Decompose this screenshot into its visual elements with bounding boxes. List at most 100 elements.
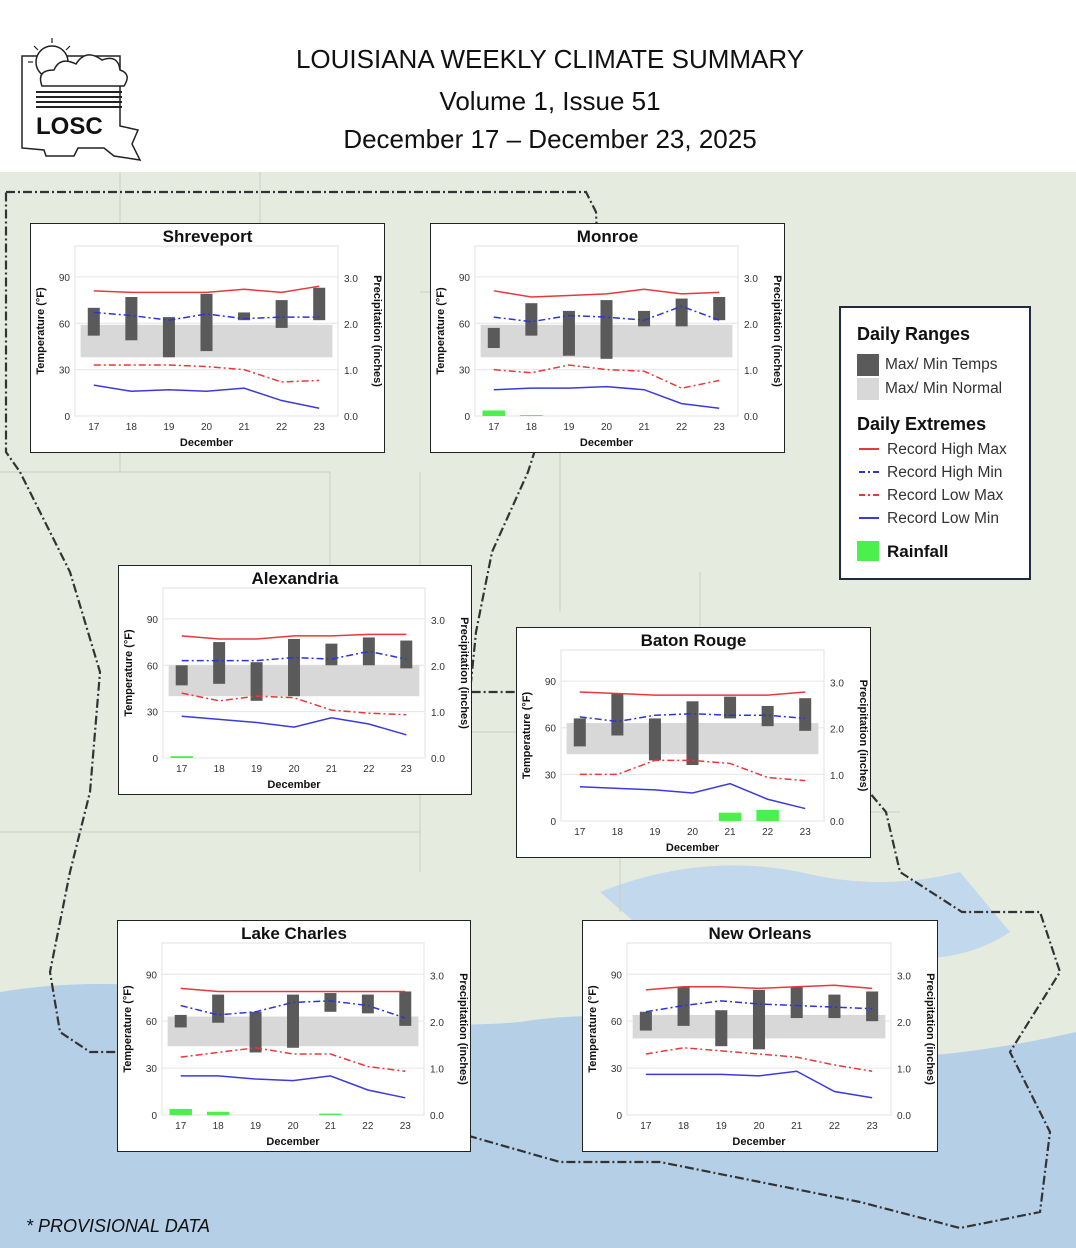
page-title: LOUISIANA WEEKLY CLIMATE SUMMARY [295,44,805,74]
record-low-min-line [645,1070,873,1099]
y-tick-label: 30 [545,770,557,781]
temp-bar [125,297,138,341]
temp-bar [288,639,300,697]
x-tick-label: 19 [163,422,175,433]
x-tick-label: 17 [488,422,500,433]
temp-bar [648,718,661,761]
temp-bar [361,994,374,1014]
y2-tick-label: 0.0 [744,412,758,423]
chart-baton-rouge: Baton Rouge 0 30 60 90 0.0 1.0 2.0 3.0 17 18 19 20 21… [516,627,871,858]
y-tick-label: 30 [59,366,71,377]
x-tick-label: 23 [401,764,413,775]
x-tick-label: 22 [676,422,688,433]
x-tick-label: 20 [753,1121,765,1132]
chart-title: Monroe [577,227,638,246]
record-low-min-line [180,1075,406,1099]
legend-extremes-title: Daily Extremes [857,414,987,434]
x-tick-label: 20 [687,827,699,838]
y2-tick-label: 0.0 [431,754,445,765]
temp-bar [400,640,413,669]
legend: Daily Ranges Max/ Min Temps Max/ Min Nor… [839,306,1031,580]
temp-bar [325,643,338,666]
record-low-min-line [579,782,806,810]
x-tick-label: 19 [716,1121,728,1132]
x-axis-label: December [580,437,634,449]
y2-tick-label: 0.0 [430,1111,444,1122]
y-tick-label: 0 [151,1111,157,1122]
temp-bar [562,310,575,356]
temp-bar [866,991,879,1022]
temp-bar [487,327,500,348]
x-tick-label: 21 [239,422,251,433]
temp-bar [600,300,613,359]
chart-monroe: Monroe 0 30 60 90 0.0 1.0 2.0 3.0 17 18 19 20 21 22 23 D… [430,223,785,453]
x-tick-label: 19 [649,827,661,838]
record-high-max-line [181,633,407,640]
y2-tick-label: 3.0 [830,678,844,689]
temp-bar [573,718,586,747]
rainfall-bar [206,1111,230,1115]
x-tick-label: 20 [601,422,613,433]
record-low-max-line [645,1047,873,1072]
x-axis-label: December [732,1136,786,1148]
record-high-max-line [493,288,720,298]
temp-bar [677,986,690,1026]
x-tick-label: 17 [640,1121,652,1132]
temp-bar [249,1011,262,1053]
x-tick-label: 20 [288,764,300,775]
legend-swatch-rainfall [857,541,879,561]
record-low-max-line [181,692,407,716]
x-tick-label: 22 [363,764,375,775]
chart-svg: New Orleans 0 30 60 90 0.0 1.0 2.0 3.0 17 18 19 20 21… [587,924,936,1148]
rainfall-bar [520,415,543,416]
y-tick-label: 90 [146,970,158,981]
y-tick-label: 30 [147,708,159,719]
x-tick-label: 19 [251,764,263,775]
y-tick-label: 60 [459,319,471,330]
x-tick-label: 19 [563,422,575,433]
y-tick-label: 90 [459,273,471,284]
y-tick-label: 0 [464,412,470,423]
y2-tick-label: 2.0 [897,1018,911,1029]
chart-alexandria: Alexandria 0 30 60 90 0.0 1.0 2.0 3.0 17 18 19 20 21 2… [118,565,472,795]
x-tick-label: 21 [639,422,651,433]
temp-bar [639,1011,652,1031]
x-tick-label: 21 [791,1121,803,1132]
temp-bar [250,662,263,701]
rainfall-bar [170,756,193,758]
x-axis-label: December [666,842,720,854]
record-low-min-line [181,715,407,736]
chart-svg: Lake Charles 0 30 60 90 0.0 1.0 2.0 3.0 17 18 19 20 2… [122,924,469,1148]
temp-bar [724,696,737,719]
x-tick-label: 22 [276,422,288,433]
record-high-max-line [579,691,806,696]
y-tick-label: 0 [64,412,70,423]
x-tick-label: 21 [325,1121,337,1132]
logo-text: LOSC [36,113,103,140]
x-axis-label: December [267,779,321,791]
temp-bar [200,293,213,352]
temp-bar [362,637,375,666]
x-tick-label: 20 [287,1121,299,1132]
legend-record-high-max: Record High Max [887,441,1007,458]
chart-new-orleans: New Orleans 0 30 60 90 0.0 1.0 2.0 3.0 17 18 19 20 21… [582,920,938,1152]
y2-tick-label: 1.0 [431,708,445,719]
y2-tick-label: 1.0 [830,771,844,782]
y2-axis-label: Precipitation (inches) [457,973,469,1085]
y2-axis-label: Precipitation (inches) [458,617,470,729]
temp-bar [324,993,337,1012]
x-tick-label: 23 [714,422,726,433]
x-tick-label: 20 [201,422,213,433]
record-high-max-line [180,987,406,993]
legend-maxmin-normal: Max/ Min Normal [885,380,1003,397]
x-axis-label: December [266,1136,320,1148]
y2-axis-label: Precipitation (inches) [371,275,383,387]
x-tick-label: 23 [314,422,326,433]
x-tick-label: 19 [250,1121,262,1132]
temp-bar [525,303,538,336]
y2-tick-label: 2.0 [744,320,758,331]
date-range: December 17 – December 23, 2025 [343,124,757,154]
legend-line-swatches [859,448,879,519]
record-high-max-line [93,285,320,294]
x-tick-label: 21 [725,827,737,838]
